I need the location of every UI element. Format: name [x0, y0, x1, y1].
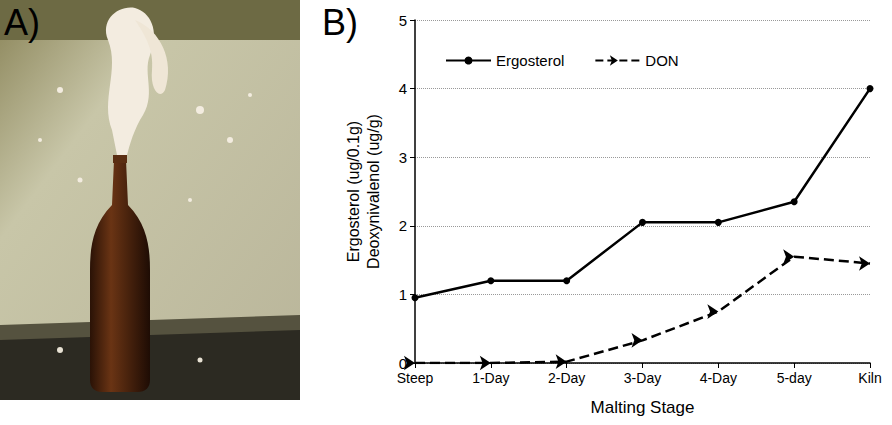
svg-text:4-Day: 4-Day [700, 370, 737, 386]
svg-text:4: 4 [399, 80, 407, 97]
html-text:A): A) [4, 2, 40, 43]
svg-text:Kiln: Kiln [858, 370, 881, 386]
svg-text:5-day: 5-day [777, 370, 812, 386]
svg-text:0: 0 [398, 354, 407, 372]
svg-text:Deoxynivalenol (ug/g): Deoxynivalenol (ug/g) [365, 114, 382, 269]
svg-text:3-Day: 3-Day [624, 370, 661, 386]
svg-text:3: 3 [399, 149, 407, 166]
html-text:B): B) [322, 2, 358, 43]
svg-text:DON: DON [645, 52, 678, 69]
svg-text:1-Day: 1-Day [472, 370, 509, 386]
svg-text:2-Day: 2-Day [548, 370, 585, 386]
svg-text:Ergosterol: Ergosterol [496, 52, 564, 69]
svg-text:Ergosterol (ug/0.1g): Ergosterol (ug/0.1g) [345, 121, 362, 262]
svg-text:Steep: Steep [397, 370, 434, 386]
svg-text:Malting Stage: Malting Stage [591, 398, 695, 417]
svg-text:1: 1 [399, 286, 407, 303]
svg-text:2: 2 [399, 217, 407, 234]
svg-text:5: 5 [399, 12, 407, 29]
